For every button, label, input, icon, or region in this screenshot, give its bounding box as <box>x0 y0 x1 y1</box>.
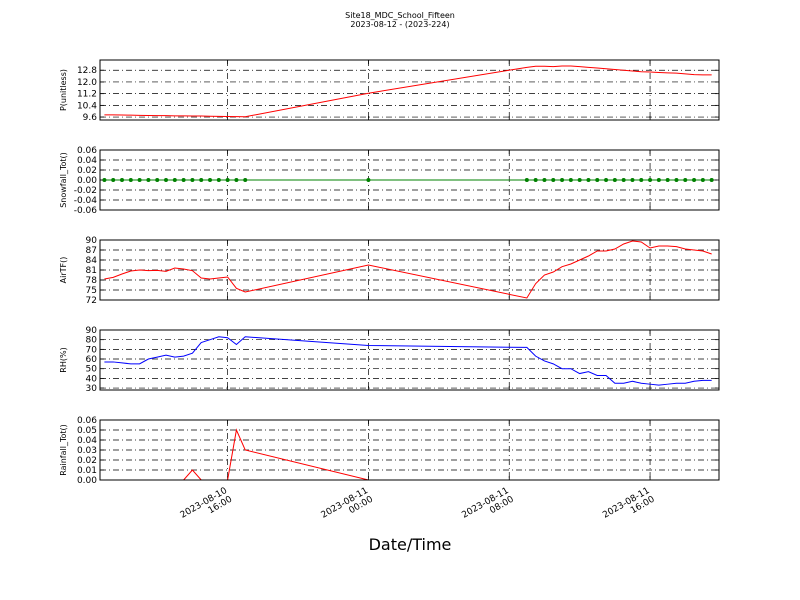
data-point <box>542 178 547 182</box>
data-point <box>137 178 142 182</box>
y-axis-label: AirTF() <box>59 257 68 284</box>
data-point <box>568 178 573 182</box>
y-tick-label: -0.02 <box>74 186 97 196</box>
y-tick-label: 72 <box>86 296 97 306</box>
data-point <box>366 178 371 182</box>
y-tick-label: -0.06 <box>74 206 98 216</box>
data-point <box>524 178 529 182</box>
y-tick-label: 10.4 <box>77 101 97 111</box>
plot-frame <box>99 149 720 211</box>
data-point <box>630 178 635 182</box>
y-tick-label: 90 <box>86 326 98 336</box>
data-point <box>128 178 133 182</box>
y-tick-label: 84 <box>86 256 98 266</box>
y-tick-label: 0.00 <box>77 476 97 486</box>
chart-subtitle: 2023-08-12 - (2023-224) <box>350 20 449 29</box>
data-point <box>120 178 125 182</box>
y-tick-label: 78 <box>86 276 98 286</box>
y-tick-label: 0.05 <box>77 426 97 436</box>
y-tick-label: 0.03 <box>77 446 97 456</box>
data-point <box>683 178 688 182</box>
y-tick-label: 11.2 <box>77 90 97 100</box>
data-point <box>639 178 644 182</box>
data-point <box>560 178 565 182</box>
data-point <box>612 178 617 182</box>
chart-title: Site18_MDC_School_Fifteen <box>345 11 455 20</box>
y-tick-label: 0.00 <box>77 176 97 186</box>
y-tick-label: 60 <box>86 355 98 365</box>
data-point <box>181 178 186 182</box>
data-point <box>190 178 195 182</box>
y-tick-label: 40 <box>86 374 98 384</box>
y-tick-label: 0.02 <box>77 456 97 466</box>
data-point <box>604 178 609 182</box>
data-point <box>533 178 538 182</box>
data-point <box>692 178 697 182</box>
y-tick-label: 12.0 <box>77 78 97 88</box>
data-point <box>621 178 626 182</box>
data-point <box>102 178 107 182</box>
y-tick-label: 87 <box>86 246 97 256</box>
data-point <box>648 178 653 182</box>
x-axis-label: Date/Time <box>369 535 452 554</box>
data-point <box>243 178 248 182</box>
y-axis-label: P(unitless) <box>59 69 68 111</box>
data-point <box>146 178 151 182</box>
y-tick-label: 0.06 <box>77 146 97 156</box>
y-tick-label: 70 <box>86 345 98 355</box>
plot-frame <box>99 239 720 301</box>
data-point <box>551 178 556 182</box>
data-point <box>656 178 661 182</box>
y-tick-label: 80 <box>86 336 98 346</box>
data-point <box>595 178 600 182</box>
data-point <box>216 178 221 182</box>
data-point <box>674 178 679 182</box>
y-axis-label: Rainfall_Tot() <box>59 424 68 476</box>
data-point <box>234 178 239 182</box>
data-point <box>577 178 582 182</box>
data-line <box>104 65 712 118</box>
data-point <box>665 178 670 182</box>
plot-frame <box>99 59 720 121</box>
data-point <box>172 178 177 182</box>
data-point <box>164 178 169 182</box>
plot-frame <box>99 419 720 481</box>
y-tick-label: 0.01 <box>77 466 97 476</box>
data-line <box>104 336 712 386</box>
data-point <box>586 178 591 182</box>
y-tick-label: 75 <box>86 286 97 296</box>
data-point <box>225 178 230 182</box>
data-point <box>111 178 116 182</box>
data-point <box>700 178 705 182</box>
data-line <box>104 240 712 299</box>
y-tick-label: 90 <box>86 236 98 246</box>
data-point <box>709 178 714 182</box>
data-point <box>155 178 160 182</box>
y-tick-label: 0.04 <box>77 156 97 166</box>
y-tick-label: -0.04 <box>74 196 98 206</box>
plot-frame <box>99 329 720 391</box>
data-point <box>199 178 204 182</box>
y-tick-label: 30 <box>86 384 98 394</box>
y-tick-label: 81 <box>86 266 97 276</box>
y-axis-label: Snowfall_Tot() <box>59 152 68 208</box>
y-tick-label: 9.6 <box>83 113 98 123</box>
y-tick-label: 0.06 <box>77 416 97 426</box>
data-point <box>208 178 213 182</box>
y-tick-label: 0.04 <box>77 436 97 446</box>
y-axis-label: RH(%) <box>59 347 68 372</box>
y-tick-label: 12.8 <box>77 66 97 76</box>
y-tick-label: 50 <box>86 365 98 375</box>
y-tick-label: 0.02 <box>77 166 97 176</box>
